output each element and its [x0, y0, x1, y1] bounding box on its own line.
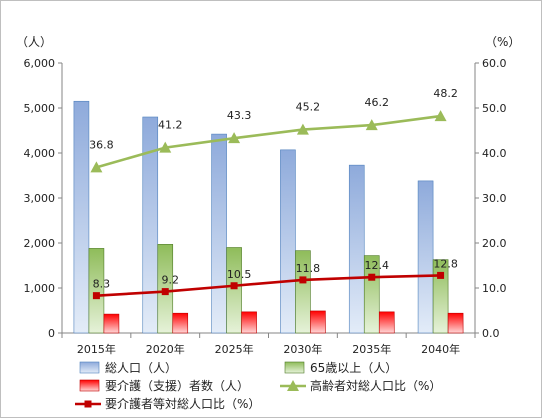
x-tick-label: 2020年: [146, 342, 185, 356]
data-label: 9.2: [162, 274, 180, 287]
right-tick-label: 0.0: [482, 327, 500, 340]
right-tick-label: 60.0: [482, 57, 507, 70]
line-point-triangle: [159, 141, 172, 153]
legend: 総人口（人） 65歳以上（人） 要介護（支援）者数（人） 高齢者対総人口比（%） 要介護…: [75, 361, 441, 411]
legend-label: 総人口（人）: [105, 361, 177, 375]
bar: [88, 248, 105, 334]
x-tick-label: 2025年: [215, 342, 254, 356]
data-labels: 36.8 41.2 43.3 45.2 46.2 48.2 8.3 9.2 10.5 11.8 12…: [89, 87, 458, 291]
line-point-square: [230, 282, 238, 290]
bar: [73, 100, 90, 334]
left-tick-label: 3,000: [24, 192, 56, 205]
bar: [378, 311, 395, 334]
legend-label: 要介護者等対総人口比（%）: [105, 396, 260, 411]
left-tick-label: 1,000: [24, 282, 56, 295]
bar: [211, 133, 227, 334]
line-point-square: [92, 292, 100, 300]
bar: [142, 116, 159, 334]
line-point-triangle: [90, 161, 103, 173]
bar: [447, 312, 464, 334]
right-tick-label: 30.0: [482, 192, 507, 205]
right-tick-label: 20.0: [482, 237, 507, 250]
series-line: [96, 114, 441, 169]
bar: [172, 312, 189, 334]
line-point-square: [299, 276, 307, 284]
line-point-square: [368, 273, 376, 281]
data-label: 46.2: [365, 96, 390, 109]
bar: [310, 310, 326, 334]
left-tick-label: 4,000: [24, 147, 56, 160]
line-point-triangle: [365, 119, 378, 131]
x-tick-label: 2040年: [421, 342, 460, 356]
data-label: 48.2: [433, 87, 458, 100]
bar: [348, 164, 365, 334]
data-label: 36.8: [89, 138, 114, 151]
data-label: 45.2: [296, 101, 321, 114]
right-axis-unit: （%）: [485, 35, 520, 49]
line-point-square: [161, 288, 169, 296]
x-tick-label: 2035年: [352, 342, 391, 356]
legend-marker-triangle: [287, 380, 299, 391]
x-tick-label: 2030年: [283, 342, 322, 356]
left-tick-label: 2,000: [24, 237, 56, 250]
bar: [432, 259, 449, 334]
legend-swatch: [79, 361, 100, 374]
series-line: [96, 274, 441, 297]
bar: [417, 180, 434, 334]
legend-label: 高齢者対総人口比（%）: [310, 378, 441, 393]
right-tick-label: 50.0: [482, 102, 507, 115]
left-tick-label: 5,000: [24, 102, 56, 115]
axes: 0 1,000 2,000 3,000 4,000 5,000 6,000 0.0 10.0 20…: [16, 35, 520, 356]
data-label: 11.8: [296, 262, 321, 275]
x-tick-label: 2015年: [77, 342, 116, 356]
left-tick-label: 0: [48, 327, 55, 340]
legend-marker-square: [84, 400, 92, 408]
right-tick-label: 40.0: [482, 147, 507, 160]
left-axis-unit: （人）: [16, 35, 52, 49]
data-label: 10.5: [227, 268, 252, 281]
line-point-triangle: [434, 110, 447, 122]
bar: [280, 149, 296, 334]
data-label: 41.2: [158, 119, 183, 132]
line-point-square: [437, 271, 445, 279]
line-point-triangle: [296, 123, 309, 135]
bar: [226, 247, 242, 334]
right-tick-label: 10.0: [482, 282, 507, 295]
lines: [90, 110, 447, 300]
legend-swatch: [79, 379, 100, 392]
legend-label: 要介護（支援）者数（人）: [105, 378, 249, 393]
data-label: 12.4: [365, 259, 390, 272]
line-point-triangle: [228, 132, 241, 144]
data-label: 43.3: [227, 109, 252, 122]
legend-swatch: [284, 361, 305, 374]
legend-label: 65歳以上（人）: [310, 361, 397, 375]
data-label: 8.3: [93, 278, 111, 291]
data-label: 12.8: [433, 257, 458, 270]
bar: [103, 313, 120, 334]
bar: [363, 255, 380, 334]
bar: [241, 311, 257, 334]
bar: [295, 250, 311, 334]
bars: [73, 100, 464, 334]
left-tick-label: 6,000: [24, 57, 56, 70]
